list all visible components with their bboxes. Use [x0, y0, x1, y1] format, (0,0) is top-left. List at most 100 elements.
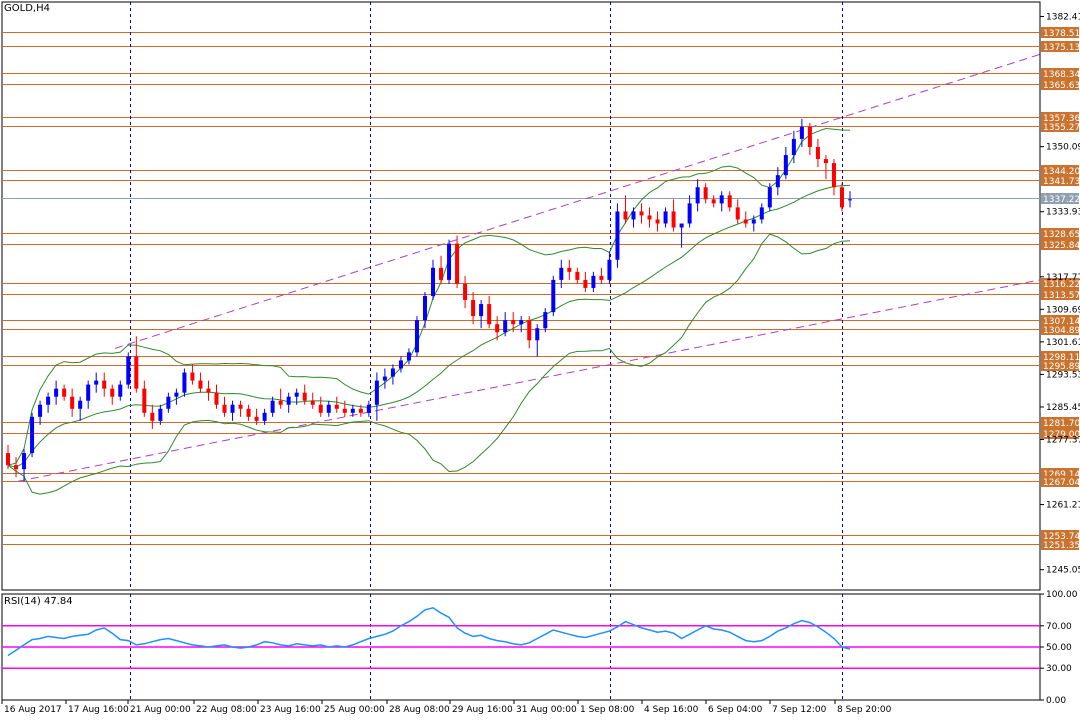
candle-body [791, 138, 796, 156]
candle-body [455, 243, 460, 284]
time-tick-label: 6 Sep 04:00 [708, 705, 763, 715]
candle-body [687, 203, 692, 224]
candle-body [783, 155, 788, 176]
candle-body [743, 219, 748, 224]
candle-body [775, 175, 780, 188]
price-axis: 1382.41 1350.09 1333.93 1317.77 1309.69 1301.… [1040, 12, 1080, 576]
candle-body [294, 392, 299, 397]
candle-body [815, 146, 820, 160]
candle-body [358, 408, 363, 413]
candle-body [174, 392, 179, 397]
level-label-bg [1041, 239, 1079, 250]
time-tick-label: 8 Sep 20:00 [837, 705, 892, 715]
level-label: 1269.14 [1043, 470, 1080, 480]
price-tick-label: 1333.93 [1046, 208, 1080, 218]
candle-body [471, 300, 476, 317]
level-label-bg [1041, 539, 1079, 550]
current-price-label-bg [1041, 193, 1079, 204]
time-tick-label: 7 Sep 12:00 [772, 705, 827, 715]
candle-body [807, 126, 812, 147]
time-tick-label: 17 Aug 16:00 [68, 705, 129, 715]
candle-body [22, 453, 27, 470]
candle-body [839, 187, 844, 208]
candle-body [342, 408, 347, 413]
time-tick-label: 23 Aug 16:00 [260, 705, 321, 715]
candle-body [166, 396, 171, 409]
level-label-bg [1041, 68, 1079, 79]
level-label-bg [1041, 476, 1079, 487]
candle-body [655, 219, 660, 224]
level-label: 1279.00 [1043, 430, 1080, 440]
candle-body [70, 396, 75, 409]
candle-body [6, 453, 10, 466]
candle-body [222, 404, 227, 413]
level-label: 1325.84 [1043, 241, 1080, 251]
candle-body [535, 328, 540, 341]
candle-body [118, 384, 123, 397]
price-tick-label: 1285.45 [1046, 403, 1080, 413]
level-label-bg [1041, 324, 1079, 335]
rsi-tick-label: 30.00 [1046, 664, 1072, 674]
candle-body [479, 304, 484, 317]
candle-body [246, 408, 251, 417]
time-tick-label: 22 Aug 08:00 [196, 705, 257, 715]
level-label: 1307.14 [1043, 317, 1080, 327]
time-tick-label: 21 Aug 00:00 [130, 705, 191, 715]
level-label-bg [1041, 468, 1079, 479]
candle-body [823, 159, 828, 164]
candle-body [575, 271, 580, 280]
candle-body [230, 404, 235, 413]
candle-body [238, 404, 243, 409]
candle-body [382, 376, 387, 381]
candle-body [78, 400, 83, 409]
level-label: 1375.13 [1043, 43, 1080, 53]
candle-body [735, 207, 740, 220]
level-label: 1253.74 [1043, 532, 1080, 542]
time-axis: 16 Aug 2017 17 Aug 16:00 21 Aug 00:00 22 Au… [1, 700, 892, 715]
rsi-tick-label: 70.00 [1046, 622, 1072, 632]
candle-body [559, 267, 564, 280]
candle-body [158, 408, 163, 421]
level-label: 1328.65 [1043, 230, 1080, 240]
level-label: 1304.89 [1043, 326, 1080, 336]
time-tick-label: 16 Aug 2017 [4, 705, 62, 715]
level-label-bg [1041, 41, 1079, 52]
candle-body [270, 400, 275, 413]
level-label-bg [1041, 79, 1079, 90]
level-label-bg [1041, 530, 1079, 541]
candle-body [607, 259, 612, 280]
rsi-tick-label: 100.00 [1046, 590, 1078, 600]
candle-body [639, 211, 644, 216]
candle-body [86, 384, 91, 401]
candle-body [198, 380, 203, 389]
rsi-line [7, 606, 851, 657]
candle-body [142, 388, 147, 413]
rsi-panel: 100.00 70.00 50.00 30.00 0.00 [2, 590, 1078, 706]
level-label: 1298.11 [1043, 353, 1080, 363]
candle-body [799, 126, 804, 139]
period-separators [130, 2, 843, 700]
time-tick-label: 29 Aug 16:00 [452, 705, 513, 715]
candle-body [727, 195, 732, 208]
candle-body [848, 199, 852, 201]
candle-body [214, 392, 219, 405]
candle-body [254, 416, 259, 421]
candle-body [527, 320, 532, 341]
candle-body [38, 404, 43, 417]
candle-body [463, 283, 468, 301]
time-tick-label: 31 Aug 00:00 [516, 705, 577, 715]
candle-body [519, 320, 524, 325]
level-label-bg [1041, 165, 1079, 176]
candle-body [551, 279, 556, 313]
candle-body [134, 356, 139, 389]
level-label-bg [1041, 27, 1079, 38]
candle-body [631, 211, 636, 220]
level-label: 1365.63 [1043, 81, 1080, 91]
chart-title: GOLD,H4 [4, 3, 50, 14]
bollinger-lower [7, 233, 851, 495]
candle-body [719, 195, 724, 204]
candle-body [495, 324, 500, 333]
candle-body [390, 368, 395, 377]
candle-body [94, 380, 99, 385]
